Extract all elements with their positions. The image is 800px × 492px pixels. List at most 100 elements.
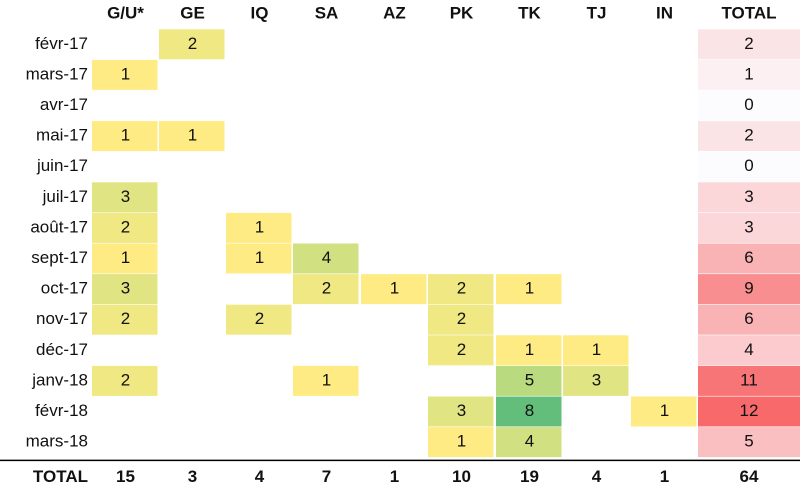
total-row-label: TOTAL [33, 467, 88, 486]
heatmap-cell [159, 29, 225, 60]
heatmap-cell [92, 212, 158, 243]
heatmap-cell [92, 304, 158, 335]
row-total-value: 6 [744, 309, 753, 328]
heatmap-cell [293, 365, 359, 396]
row-total-value: 2 [744, 126, 753, 145]
row-total-cell [698, 335, 800, 366]
cell-value: 1 [121, 126, 130, 145]
row-total-value: 1 [744, 64, 753, 83]
row-total-value: 12 [740, 401, 759, 420]
heatmap-cell [428, 274, 494, 305]
heatmap-cell [496, 427, 562, 458]
heatmap-cell [496, 274, 562, 305]
cell-value: 3 [121, 187, 130, 206]
heatmap-cell [92, 182, 158, 213]
row-total-cell [698, 365, 800, 396]
column-total-value: 4 [592, 467, 602, 486]
row-total-value: 3 [744, 187, 753, 206]
cell-value: 2 [188, 34, 197, 53]
heatmap-cell [226, 212, 292, 243]
row-label: oct-17 [41, 279, 88, 298]
heatmap-cell [92, 365, 158, 396]
cell-value: 2 [255, 309, 264, 328]
row-label: janv-18 [31, 370, 88, 389]
row-total-value: 5 [744, 432, 753, 451]
row-label: sept-17 [31, 248, 88, 267]
column-total-value: 7 [322, 467, 331, 486]
row-total-cell [698, 212, 800, 243]
cell-value: 2 [121, 309, 130, 328]
cell-value: 1 [525, 340, 534, 359]
heatmap-cell [563, 365, 629, 396]
row-label: août-17 [30, 217, 88, 236]
column-header: AZ [383, 3, 406, 22]
row-total-cell [698, 90, 800, 121]
column-total-value: 19 [520, 467, 539, 486]
row-total-value: 2 [744, 34, 753, 53]
cell-value: 4 [322, 248, 331, 267]
heatmap-cell [496, 365, 562, 396]
cell-value: 1 [592, 340, 601, 359]
row-label: mars-17 [26, 64, 88, 83]
heatmap-cell [159, 121, 225, 152]
column-total-value: 15 [116, 467, 135, 486]
cell-value: 2 [457, 309, 466, 328]
row-total-cell [698, 151, 800, 182]
heatmap-cell [428, 304, 494, 335]
row-total-cell [698, 243, 800, 274]
heatmap-cell [631, 396, 697, 427]
column-header: SA [315, 3, 339, 22]
column-header: TK [518, 3, 541, 22]
row-label: févr-17 [35, 34, 88, 53]
cell-value: 1 [322, 370, 331, 389]
column-header: GE [180, 3, 205, 22]
cell-value: 2 [457, 340, 466, 359]
heatmap-cell [92, 274, 158, 305]
row-total-cell [698, 427, 800, 458]
column-header: IN [656, 3, 673, 22]
column-header: TJ [587, 3, 607, 22]
cell-value: 2 [121, 370, 130, 389]
row-total-cell [698, 182, 800, 213]
heatmap-cell [496, 335, 562, 366]
column-total-value: 4 [255, 467, 265, 486]
heatmap-cell [293, 274, 359, 305]
row-total-cell [698, 274, 800, 305]
cell-value: 1 [457, 432, 466, 451]
heatmap-cell [361, 274, 427, 305]
cell-value: 1 [390, 279, 399, 298]
row-label: févr-18 [35, 401, 88, 420]
cell-value: 1 [121, 248, 130, 267]
column-header: PK [450, 3, 474, 22]
heatmap-cell [428, 396, 494, 427]
heatmap-cell [563, 335, 629, 366]
column-total-value: 10 [452, 467, 471, 486]
cell-value: 1 [188, 126, 197, 145]
cell-value: 1 [121, 64, 130, 83]
row-label: mars-18 [26, 432, 88, 451]
cell-value: 1 [525, 279, 534, 298]
cell-value: 5 [525, 370, 534, 389]
row-total-value: 9 [744, 279, 753, 298]
column-total-value: 1 [390, 467, 399, 486]
heatmap-cell [92, 59, 158, 90]
row-label: juin-17 [36, 156, 88, 175]
row-label: juil-17 [42, 187, 88, 206]
row-total-cell [698, 304, 800, 335]
heatmap-cell [92, 121, 158, 152]
cell-value: 1 [255, 217, 264, 236]
column-header: IQ [251, 3, 269, 22]
heatmap-cell [428, 335, 494, 366]
row-label: nov-17 [36, 309, 88, 328]
grand-total-value: 64 [740, 467, 759, 486]
heatmap-cell [428, 427, 494, 458]
row-total-value: 3 [744, 217, 753, 236]
cell-value: 2 [457, 279, 466, 298]
row-label: déc-17 [36, 340, 88, 359]
cell-value: 2 [322, 279, 331, 298]
cell-value: 8 [525, 401, 534, 420]
cell-value: 3 [457, 401, 466, 420]
total-column-header: TOTAL [721, 3, 776, 22]
row-total-value: 11 [740, 370, 758, 389]
